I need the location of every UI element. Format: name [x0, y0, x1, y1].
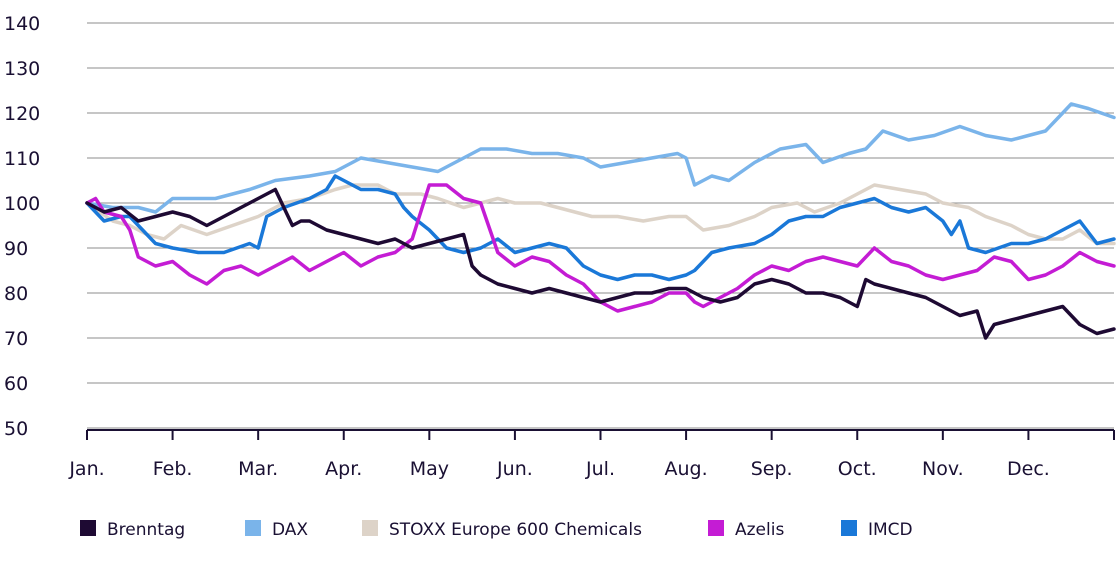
- y-tick-label: 70: [4, 328, 28, 350]
- series-line-brenntag: [85, 187, 1116, 340]
- y-tick-label: 120: [4, 103, 40, 125]
- y-tick-label: 130: [4, 58, 40, 80]
- y-tick-label: 110: [4, 148, 40, 170]
- legend-swatch: [362, 520, 378, 536]
- y-tick-label: 140: [4, 13, 40, 35]
- x-tick-label: May: [410, 458, 449, 480]
- y-tick-label: 80: [4, 283, 28, 305]
- y-tick-label: 60: [4, 373, 28, 395]
- legend-item-imcd: IMCD: [841, 520, 913, 540]
- x-tick-label: Mar.: [238, 458, 278, 480]
- series-lines: [85, 102, 1116, 340]
- legend-label: Azelis: [735, 520, 784, 540]
- legend-swatch: [245, 520, 261, 536]
- y-tick-label: 50: [4, 418, 28, 440]
- x-axis: Jan. Feb. Mar. Apr. May Jun. Jul. Aug. Sep. Oct. N…: [68, 429, 1115, 480]
- series-line-imcd: [85, 174, 1116, 282]
- legend-item-brenntag: Brenntag: [80, 520, 185, 540]
- legend-swatch: [708, 520, 724, 536]
- x-tick-label: Oct.: [838, 458, 877, 480]
- legend-item-stoxx-europe-600-chemicals: STOXX Europe 600 Chemicals: [362, 520, 642, 540]
- x-tick-label: Jun.: [496, 458, 533, 480]
- legend-label: IMCD: [868, 520, 913, 540]
- legend-swatch: [841, 520, 857, 536]
- x-tick-label: Nov.: [922, 458, 964, 480]
- series-line-dax: [85, 102, 1116, 214]
- x-tick-label: Apr.: [325, 458, 362, 480]
- x-tick-label: Dec.: [1007, 458, 1050, 480]
- x-tick-label: Aug.: [665, 458, 708, 480]
- grid: [87, 22, 1114, 429]
- x-tick-label: Sep.: [751, 458, 793, 480]
- series-line-azelis: [85, 183, 1116, 313]
- y-tick-label: 90: [4, 238, 28, 260]
- y-axis-ticks: 50 60 70 80 90 100 110 120 130 140: [4, 13, 40, 440]
- legend-item-dax: DAX: [245, 520, 308, 540]
- legend: Brenntag DAX STOXX Europe 600 Chemicals Aze…: [80, 520, 913, 540]
- y-tick-label: 100: [4, 193, 40, 215]
- x-tick-label: Feb.: [153, 458, 193, 480]
- legend-label: DAX: [272, 520, 308, 540]
- legend-swatch: [80, 520, 96, 536]
- legend-label: Brenntag: [107, 520, 185, 540]
- series-line-stoxx-europe-600-chemicals: [85, 183, 1116, 246]
- legend-item-azelis: Azelis: [708, 520, 784, 540]
- x-tick-label: Jul.: [585, 458, 615, 480]
- legend-label: STOXX Europe 600 Chemicals: [389, 520, 642, 540]
- x-tick-label: Jan.: [68, 458, 104, 480]
